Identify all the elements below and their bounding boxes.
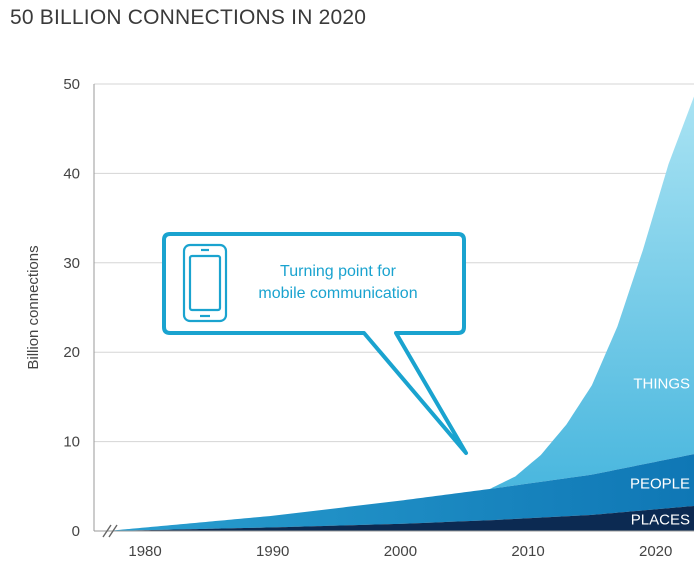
mobile-phone-icon — [182, 243, 228, 323]
callout-text: Turning point for mobile communication — [238, 261, 438, 305]
y-tick-label-40: 40 — [63, 165, 80, 182]
labels: 0 10 20 30 40 50 PLACES PEOPLE THINGS 1980 1990 200… — [25, 76, 690, 560]
area-layer — [106, 96, 694, 532]
callout-bubble — [162, 232, 468, 455]
series-label-places: PLACES — [631, 512, 690, 529]
axes — [93, 84, 694, 538]
y-tick-label-20: 20 — [63, 344, 80, 361]
x-tick-label-2010: 2010 — [511, 543, 544, 560]
y-axis-title: Billion connections — [25, 245, 42, 369]
x-tick-label-2020: 2020 — [639, 543, 672, 560]
callout-line-2: mobile communication — [258, 285, 418, 302]
x-tick-label-1990: 1990 — [256, 543, 289, 560]
x-tick-label-2000: 2000 — [384, 543, 417, 560]
y-tick-label-30: 30 — [63, 255, 80, 272]
area-places — [106, 505, 694, 531]
chart-title: 50 BILLION CONNECTIONS IN 2020 — [10, 6, 367, 29]
series-label-people: PEOPLE — [630, 476, 690, 493]
area-people — [106, 454, 694, 531]
axis-break-mark-2 — [108, 524, 118, 538]
y-tick-label-0: 0 — [72, 523, 80, 540]
callout-line-1: Turning point for — [280, 263, 396, 280]
series-label-things: THINGS — [633, 375, 690, 392]
x-tick-label-1980: 1980 — [128, 543, 161, 560]
callout — [162, 232, 468, 455]
y-tick-label-10: 10 — [63, 434, 80, 451]
axis-break-mark-1 — [102, 524, 112, 538]
y-tick-label-50: 50 — [63, 76, 80, 93]
